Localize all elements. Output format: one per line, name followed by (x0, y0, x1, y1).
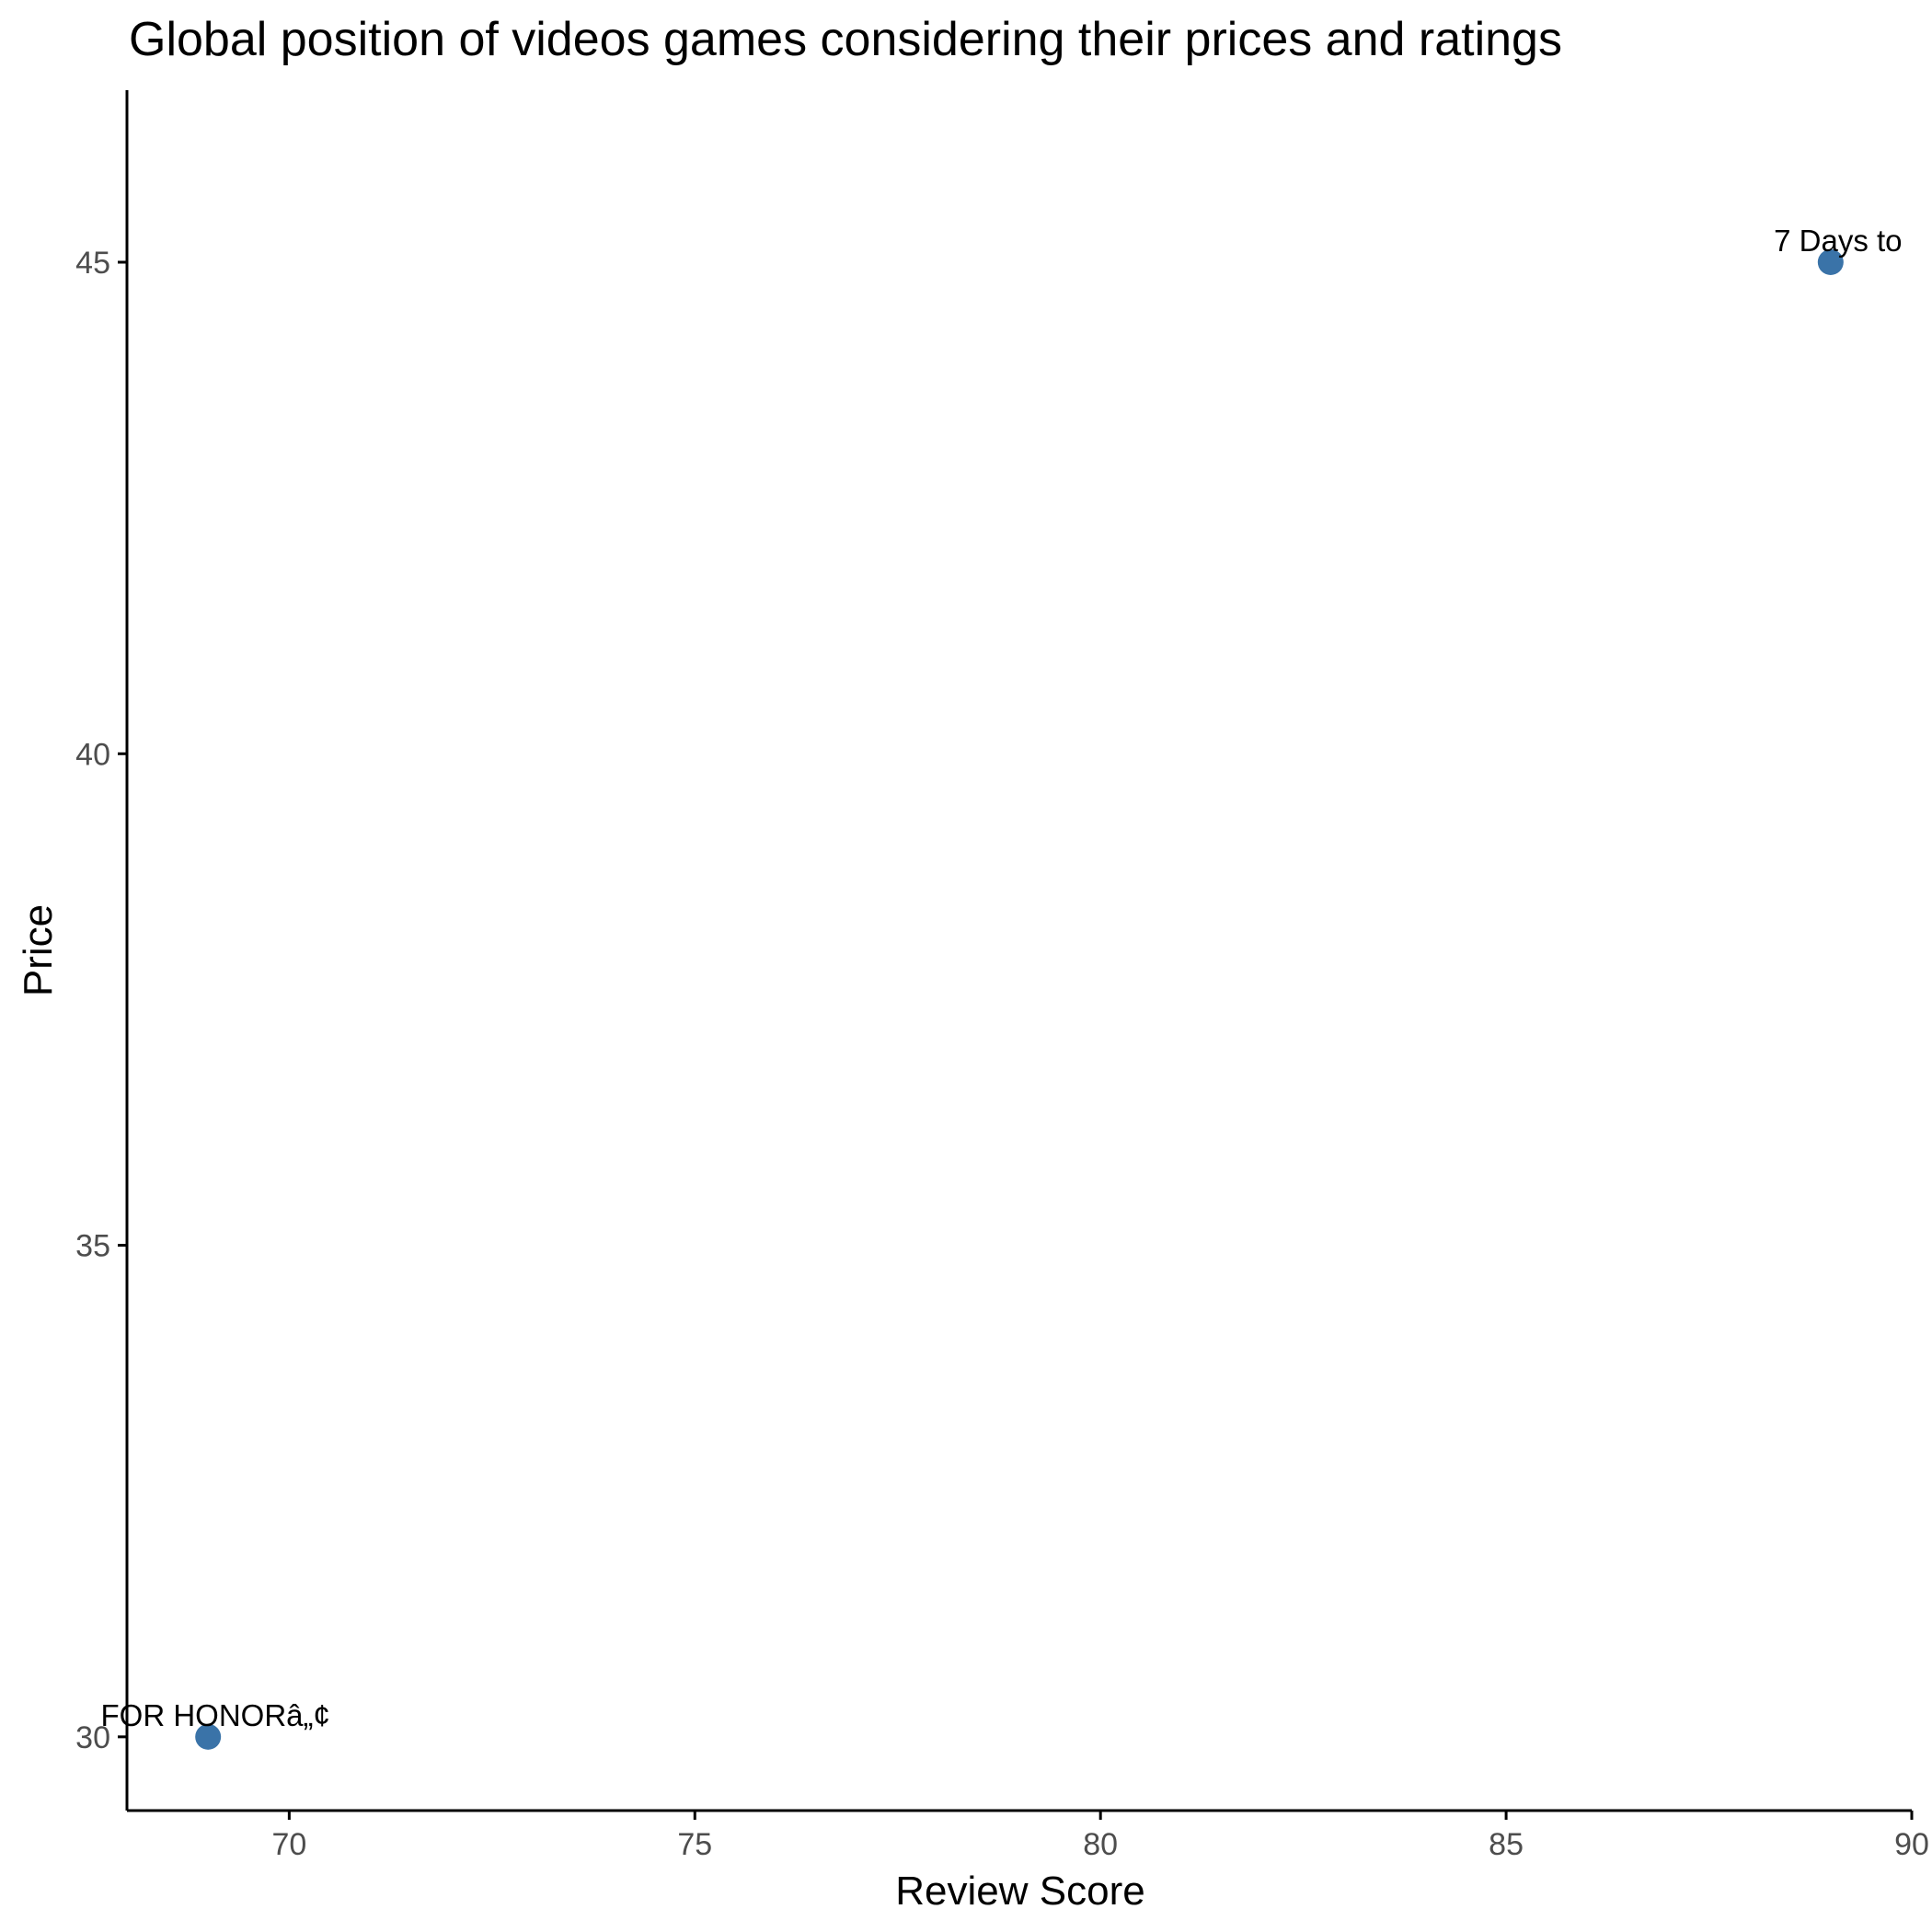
x-tick-label: 80 (1083, 1827, 1118, 1862)
x-tick-label: 70 (271, 1827, 306, 1862)
data-point (195, 1723, 222, 1750)
y-tick-label: 40 (75, 737, 110, 772)
data-points: FOR HONORâ„¢ 7 Days to (101, 224, 1903, 1750)
y-tick-label: 45 (75, 246, 110, 281)
y-tick-label: 35 (75, 1229, 110, 1264)
y-axis-title: Price (16, 904, 61, 996)
data-point-label: 7 Days to (1774, 224, 1902, 258)
axes: 70 75 80 85 90 30 35 40 45 (75, 90, 1929, 1862)
chart-title: Global position of videos games consider… (129, 13, 1562, 66)
x-tick-label: 75 (677, 1827, 712, 1862)
x-tick-label: 85 (1489, 1827, 1524, 1862)
x-tick-label: 90 (1894, 1827, 1929, 1862)
data-point-label: FOR HONORâ„¢ (101, 1698, 330, 1732)
y-tick-label: 30 (75, 1720, 110, 1755)
data-point (1817, 249, 1844, 275)
x-axis-title: Review Score (895, 1869, 1144, 1914)
